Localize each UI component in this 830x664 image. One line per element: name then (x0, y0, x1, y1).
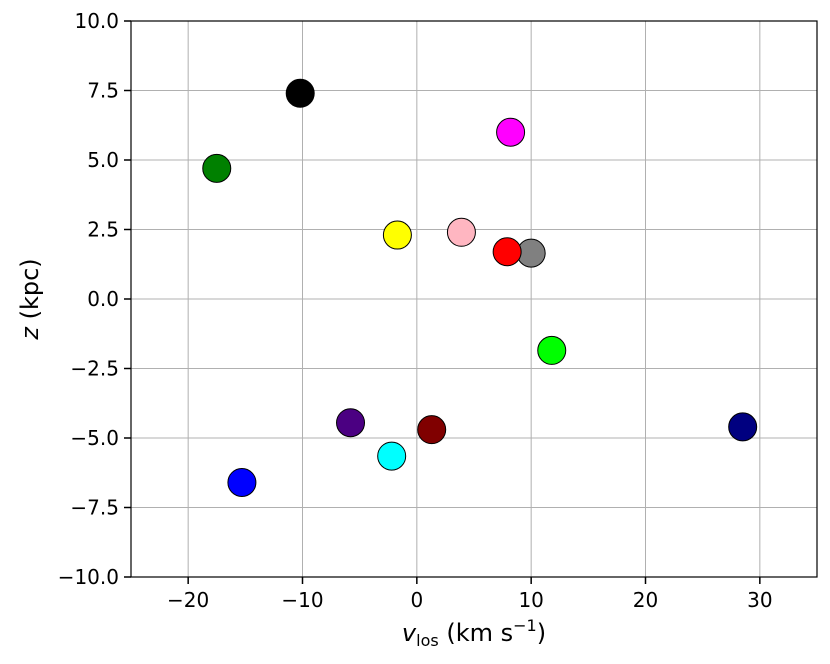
data-point (492, 237, 522, 267)
y-tick-label: −10.0 (58, 565, 119, 589)
y-tick-label: 0.0 (87, 287, 119, 311)
x-axis-label-subscript: los (416, 631, 439, 650)
data-point (417, 415, 447, 445)
data-point (537, 335, 567, 365)
x-tick-label: 0 (410, 588, 423, 612)
x-axis-label-units-close: ) (537, 619, 546, 647)
y-axis-label: z (kpc) (16, 258, 44, 340)
data-point (227, 467, 257, 497)
x-tick-label: 10 (518, 588, 543, 612)
y-axis-ticks: −10.0 −7.5 −5.0 −2.5 0.0 2.5 5.0 7.5 10.0 (58, 9, 131, 589)
x-tick-label: 20 (633, 588, 658, 612)
data-point (728, 412, 758, 442)
y-tick-label: −5.0 (70, 426, 119, 450)
y-tick-label: −7.5 (70, 496, 119, 520)
y-tick-label: 7.5 (87, 79, 119, 103)
y-tick-label: 5.0 (87, 148, 119, 172)
data-point (382, 220, 412, 250)
data-point (202, 153, 232, 183)
y-axis-label-units: (kpc) (16, 258, 44, 327)
data-points (202, 78, 758, 497)
x-axis-label-units-exponent: −1 (513, 616, 537, 635)
x-tick-label: −20 (167, 588, 209, 612)
x-axis-ticks: −20 −10 0 10 20 30 (167, 577, 773, 612)
x-tick-label: 30 (747, 588, 772, 612)
y-tick-label: 2.5 (87, 218, 119, 242)
y-tick-label: −2.5 (70, 357, 119, 381)
x-axis-label-symbol: v (402, 619, 417, 647)
data-point (496, 117, 526, 147)
y-axis-label-symbol: z (16, 326, 44, 341)
data-point (377, 441, 407, 471)
x-tick-label: −10 (281, 588, 323, 612)
data-point (285, 78, 315, 108)
x-axis-label-units-open: (km s (439, 619, 513, 647)
x-axis-label: vlos (km s−1) (402, 616, 546, 650)
y-tick-label: 10.0 (74, 9, 119, 33)
grid (131, 20, 817, 578)
data-point (446, 217, 476, 247)
data-point (336, 408, 366, 438)
